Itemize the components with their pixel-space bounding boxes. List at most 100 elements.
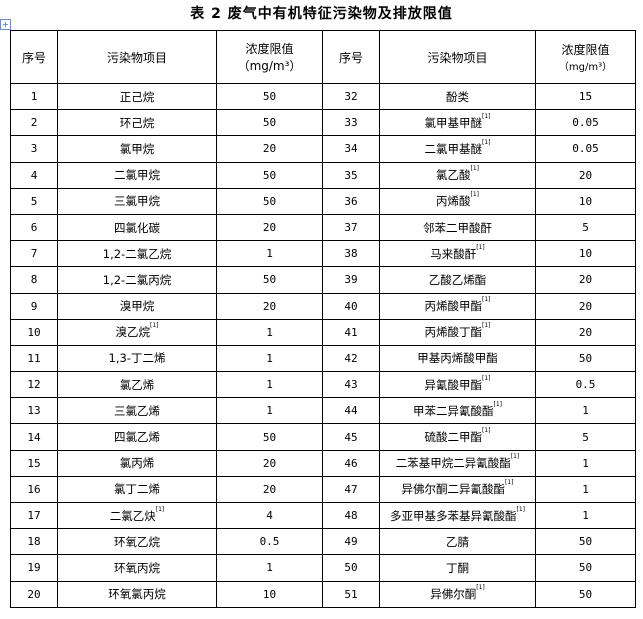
cell-pollutant: 多亚甲基多苯基异氰酸酯[1] <box>379 501 536 530</box>
cell-limit: 50 <box>216 109 323 137</box>
cell-no: 36 <box>322 187 380 215</box>
cell-limit: 1 <box>216 240 323 268</box>
footnote-ref: [1] <box>510 453 520 461</box>
pollutant-name: 二氯甲烷 <box>114 168 160 183</box>
cell-pollutant: 氯甲烷 <box>57 135 217 163</box>
cell-limit: 1 <box>535 475 636 504</box>
pollutant-name: 丙烯酸甲酯 <box>424 299 483 314</box>
header-row: 序号 污染物项目 浓度限值（mg/m³） 序号 污染物项目 浓度限值 （mg/m³… <box>10 30 636 84</box>
cell-pollutant: 1,2-二氯丙烷 <box>57 266 217 294</box>
table-row: 8 1,2-二氯丙烷 50 39 乙酸乙烯酯 20 <box>10 266 636 294</box>
cell-no: 7 <box>10 240 58 268</box>
pollutant-name: 异佛尔酮二异氰酸酯 <box>401 482 506 497</box>
cell-no: 33 <box>322 109 380 137</box>
cell-limit: 0.5 <box>535 371 636 399</box>
cell-pollutant: 1,3-丁二烯 <box>57 344 217 373</box>
cell-no: 34 <box>322 135 380 163</box>
pollutant-name: 多亚甲基多苯基异氰酸酯 <box>390 508 517 523</box>
cell-no: 1 <box>10 82 58 111</box>
table-row: 5 三氯甲烷 50 36 丙烯酸[1] 10 <box>10 187 636 215</box>
table-row: 16 氯丁二烯 20 47 异佛尔酮二异氰酸酯[1] 1 <box>10 475 636 504</box>
pollutant-name: 丙烯酸丁酯 <box>424 325 483 340</box>
pollutant-name: 异氰酸甲酯 <box>424 377 483 392</box>
pollutant-name: 1,2-二氯丙烷 <box>102 272 172 287</box>
pollutant-name: 甲基丙烯酸甲酯 <box>417 351 498 366</box>
cell-pollutant: 异佛尔酮二异氰酸酯[1] <box>379 475 536 504</box>
table-row: 9 溴甲烷 20 40 丙烯酸甲酯[1] 20 <box>10 292 636 320</box>
cell-limit: 50 <box>216 161 323 189</box>
footnote-ref: [1] <box>470 165 480 173</box>
cell-limit: 50 <box>535 554 636 582</box>
cell-limit: 50 <box>216 187 323 215</box>
cell-limit: 10 <box>216 580 323 608</box>
cell-no: 11 <box>10 344 58 373</box>
pollutant-name: 酚类 <box>446 89 469 104</box>
cell-pollutant: 氯乙烯 <box>57 371 217 399</box>
footnote-ref: [1] <box>482 296 491 304</box>
cell-pollutant: 三氯甲烷 <box>57 187 217 215</box>
footnote-ref: [1] <box>482 427 491 435</box>
cell-pollutant: 四氯乙烯 <box>57 423 217 451</box>
cell-pollutant: 1,2-二氯乙烷 <box>57 240 217 268</box>
cell-no: 5 <box>10 187 58 215</box>
cell-no: 41 <box>322 318 380 346</box>
cell-limit: 20 <box>216 135 323 163</box>
cell-limit: 20 <box>216 213 323 242</box>
pollutant-name: 氯乙烯 <box>119 377 155 392</box>
pollutant-name: 溴甲烷 <box>119 299 155 314</box>
cell-pollutant: 甲基丙烯酸甲酯 <box>379 344 536 373</box>
cell-limit: 50 <box>216 82 323 111</box>
cell-pollutant: 硫酸二甲酯[1] <box>379 423 536 451</box>
table-row: 6 四氯化碳 20 37 邻苯二甲酸酐 5 <box>10 213 636 242</box>
header-no: 序号 <box>10 30 58 84</box>
table-row: 2 环己烷 50 33 氯甲基甲醚[1] 0.05 <box>10 109 636 137</box>
cell-no: 48 <box>322 501 380 530</box>
cell-limit: 20 <box>216 475 323 504</box>
pollutant-name: 二氯乙炔 <box>109 508 156 523</box>
header-limit-line1: 浓度限值 <box>561 43 610 57</box>
pollutant-name: 乙酸乙烯酯 <box>428 272 487 287</box>
cell-limit: 50 <box>535 580 636 608</box>
cell-no: 9 <box>10 292 58 320</box>
cell-pollutant: 环氧乙烷 <box>57 528 217 556</box>
pollutant-name: 正己烷 <box>119 89 155 104</box>
cell-pollutant: 乙腈 <box>379 528 536 556</box>
table-row: 12 氯乙烯 1 43 异氰酸甲酯[1] 0.5 <box>10 371 636 399</box>
table-row: 1 正己烷 50 32 酚类 15 <box>10 82 636 111</box>
cell-no: 4 <box>10 161 58 189</box>
pollutant-name: 环氧乙烷 <box>114 534 160 549</box>
footnote-ref: [1] <box>482 138 491 146</box>
pollutant-name: 异佛尔酮 <box>430 587 477 602</box>
footnote-ref: [1] <box>470 191 480 199</box>
cell-limit: 0.05 <box>535 109 636 137</box>
cell-limit: 10 <box>535 240 636 268</box>
cell-no: 8 <box>10 266 58 294</box>
pollutant-name: 二苯基甲烷二异氰酸酯 <box>395 456 511 471</box>
cell-no: 6 <box>10 213 58 242</box>
cell-limit: 15 <box>535 82 636 111</box>
cell-no: 35 <box>322 161 380 189</box>
pollutant-name: 氯乙酸 <box>436 168 471 183</box>
pollutant-name: 三氯乙烯 <box>114 403 160 418</box>
table-row: 14 四氯乙烯 50 45 硫酸二甲酯[1] 5 <box>10 423 636 451</box>
cell-pollutant: 二氯甲烷 <box>57 161 217 189</box>
cell-no: 17 <box>10 501 58 530</box>
table-row: 15 氯丙烯 20 46 二苯基甲烷二异氰酸酯[1] 1 <box>10 449 636 477</box>
table-row: 3 氯甲烷 20 34 二氯甲基醚[1] 0.05 <box>10 135 636 163</box>
table-row: 11 1,3-丁二烯 1 42 甲基丙烯酸甲酯 50 <box>10 344 636 373</box>
cell-pollutant: 二氯甲基醚[1] <box>379 135 536 163</box>
table-row: 4 二氯甲烷 50 35 氯乙酸[1] 20 <box>10 161 636 189</box>
cell-no: 38 <box>322 240 380 268</box>
cell-no: 49 <box>322 528 380 556</box>
cell-no: 42 <box>322 344 380 373</box>
cell-no: 50 <box>322 554 380 582</box>
cell-limit: 5 <box>535 423 636 451</box>
cell-limit: 4 <box>216 501 323 530</box>
table-move-handle-icon[interactable]: + <box>0 19 11 30</box>
cell-no: 44 <box>322 397 380 425</box>
cell-limit: 20 <box>216 449 323 477</box>
header-name: 污染物项目 <box>57 30 217 84</box>
cell-no: 43 <box>322 371 380 399</box>
cell-limit: 1 <box>216 554 323 582</box>
pollutant-name: 邻苯二甲酸酐 <box>423 220 492 235</box>
